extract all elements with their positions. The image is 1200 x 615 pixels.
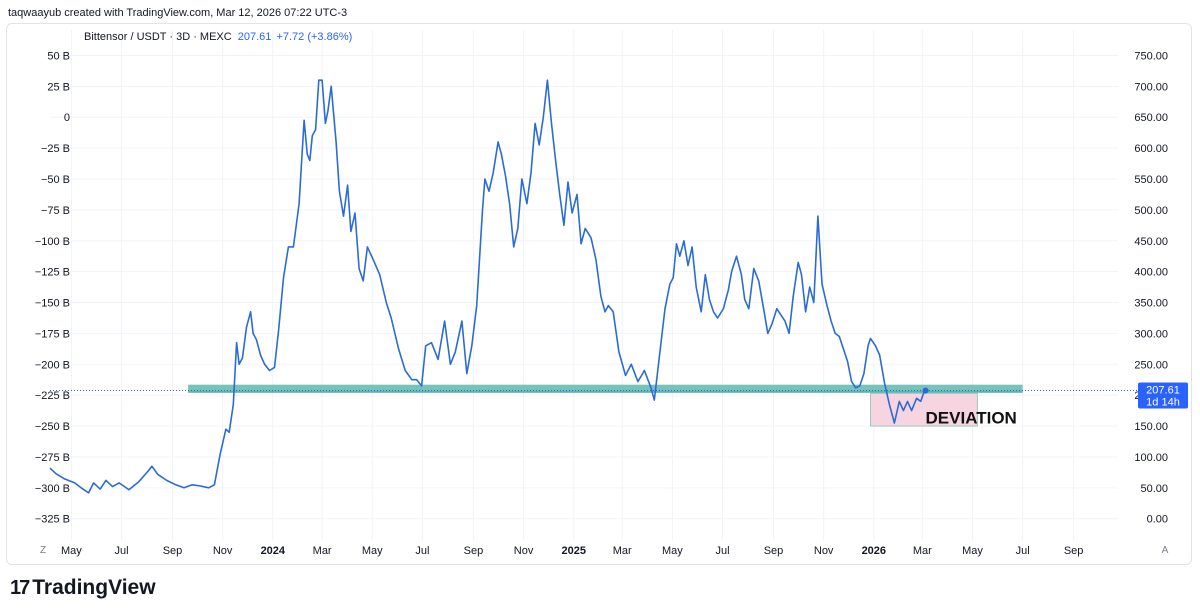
time-axis-label: Sep <box>1064 545 1084 557</box>
time-axis-label: Jul <box>114 545 128 557</box>
time-axis-label: Sep <box>464 545 484 557</box>
time-axis-label: Nov <box>814 545 834 557</box>
right-axis-label: 250.00 <box>1134 359 1168 371</box>
support-zone[interactable] <box>188 384 1023 393</box>
price-tag-value: 207.61 <box>1146 384 1180 396</box>
right-axis-label: 550.00 <box>1134 174 1168 186</box>
auto-scale-toggle[interactable]: A <box>1162 545 1169 556</box>
right-axis-label: 450.00 <box>1134 236 1168 248</box>
time-axis-label: May <box>962 545 983 557</box>
price-tag: 207.61 1d 14h <box>1138 382 1188 409</box>
time-axis-label: Nov <box>213 545 233 557</box>
log-scale-toggle[interactable]: Z <box>40 545 46 556</box>
left-axis-label: 25 B <box>47 81 70 93</box>
left-axis-label: −200 B <box>35 359 70 371</box>
chart-frame[interactable] <box>6 23 1192 565</box>
time-axis-label: Nov <box>514 545 534 557</box>
left-axis-label: 50 B <box>47 50 70 62</box>
gridlines <box>50 30 1118 540</box>
time-axis-label: May <box>61 545 82 557</box>
left-axis-label: −75 B <box>41 205 70 217</box>
right-axis-label: 650.00 <box>1134 112 1168 124</box>
time-axis-label: 2025 <box>561 545 585 557</box>
right-axis-label: 300.00 <box>1134 328 1168 340</box>
time-axis-label: Sep <box>163 545 183 557</box>
left-axis: 50 B 25 B 0 −25 B −50 B −75 B −100 B −125 B −150… <box>35 50 70 525</box>
right-axis-label: 700.00 <box>1134 81 1168 93</box>
time-axis: May Jul Sep Nov 2024 Mar May Jul Sep Nov 2025 Mar Ma… <box>61 545 1083 557</box>
right-axis-label: 350.00 <box>1134 298 1168 310</box>
left-axis-label: −250 B <box>35 421 70 433</box>
left-axis-label: −175 B <box>35 328 70 340</box>
time-axis-label: Mar <box>313 545 332 557</box>
time-axis-label: Jul <box>415 545 429 557</box>
right-axis-label: 50.00 <box>1140 483 1168 495</box>
last-price-dot <box>922 387 929 394</box>
right-axis-label: 100.00 <box>1134 452 1168 464</box>
deviation-annotation[interactable]: DEVIATION <box>926 409 1017 428</box>
time-axis-label: Jul <box>1016 545 1030 557</box>
time-axis-label: 2024 <box>261 545 286 557</box>
price-change: +7.72 (+3.86%) <box>276 31 353 43</box>
price-series-line[interactable] <box>49 79 927 494</box>
left-axis-label: −225 B <box>35 390 70 402</box>
tradingview-logo-icon: 17 <box>10 576 30 599</box>
right-axis-label: 150.00 <box>1134 421 1168 433</box>
time-axis-label: Sep <box>764 545 784 557</box>
time-axis-label: Mar <box>613 545 632 557</box>
right-axis-label: 750.00 <box>1134 50 1168 62</box>
left-axis-label: −100 B <box>35 236 70 248</box>
left-axis-label: −25 B <box>41 143 70 155</box>
left-axis-label: −50 B <box>41 174 70 186</box>
left-axis-label: −325 B <box>35 514 70 526</box>
left-axis-label: −125 B <box>35 267 70 279</box>
right-axis-label: 600.00 <box>1134 143 1168 155</box>
time-axis-label: May <box>362 545 383 557</box>
left-axis-label: −150 B <box>35 298 70 310</box>
brand-name: TradingView <box>32 576 156 599</box>
left-axis-label: 0 <box>64 112 70 124</box>
attribution-text: taqwaayub created with TradingView.com, … <box>8 7 348 19</box>
symbol-name: Bittensor / USDT · 3D · MEXC <box>84 31 232 43</box>
tradingview-brand: 17 TradingView <box>10 576 156 600</box>
last-price: 207.61 <box>237 31 272 43</box>
time-axis-label: Mar <box>913 545 932 557</box>
right-axis-label: 400.00 <box>1134 267 1168 279</box>
symbol-legend[interactable]: Bittensor / USDT · 3D · MEXC 207.61 +7.72… <box>84 31 352 43</box>
time-axis-label: 2026 <box>862 545 886 557</box>
right-axis-label: 0.00 <box>1147 514 1168 526</box>
right-axis: 0.0050.00100.00150.00200.00250.00300.003… <box>1134 50 1168 525</box>
left-axis-label: −300 B <box>35 483 70 495</box>
time-axis-label: Jul <box>716 545 730 557</box>
price-tag-countdown: 1d 14h <box>1146 396 1180 408</box>
time-axis-label: May <box>662 545 683 557</box>
right-axis-label: 500.00 <box>1134 205 1168 217</box>
left-axis-label: −275 B <box>35 452 70 464</box>
